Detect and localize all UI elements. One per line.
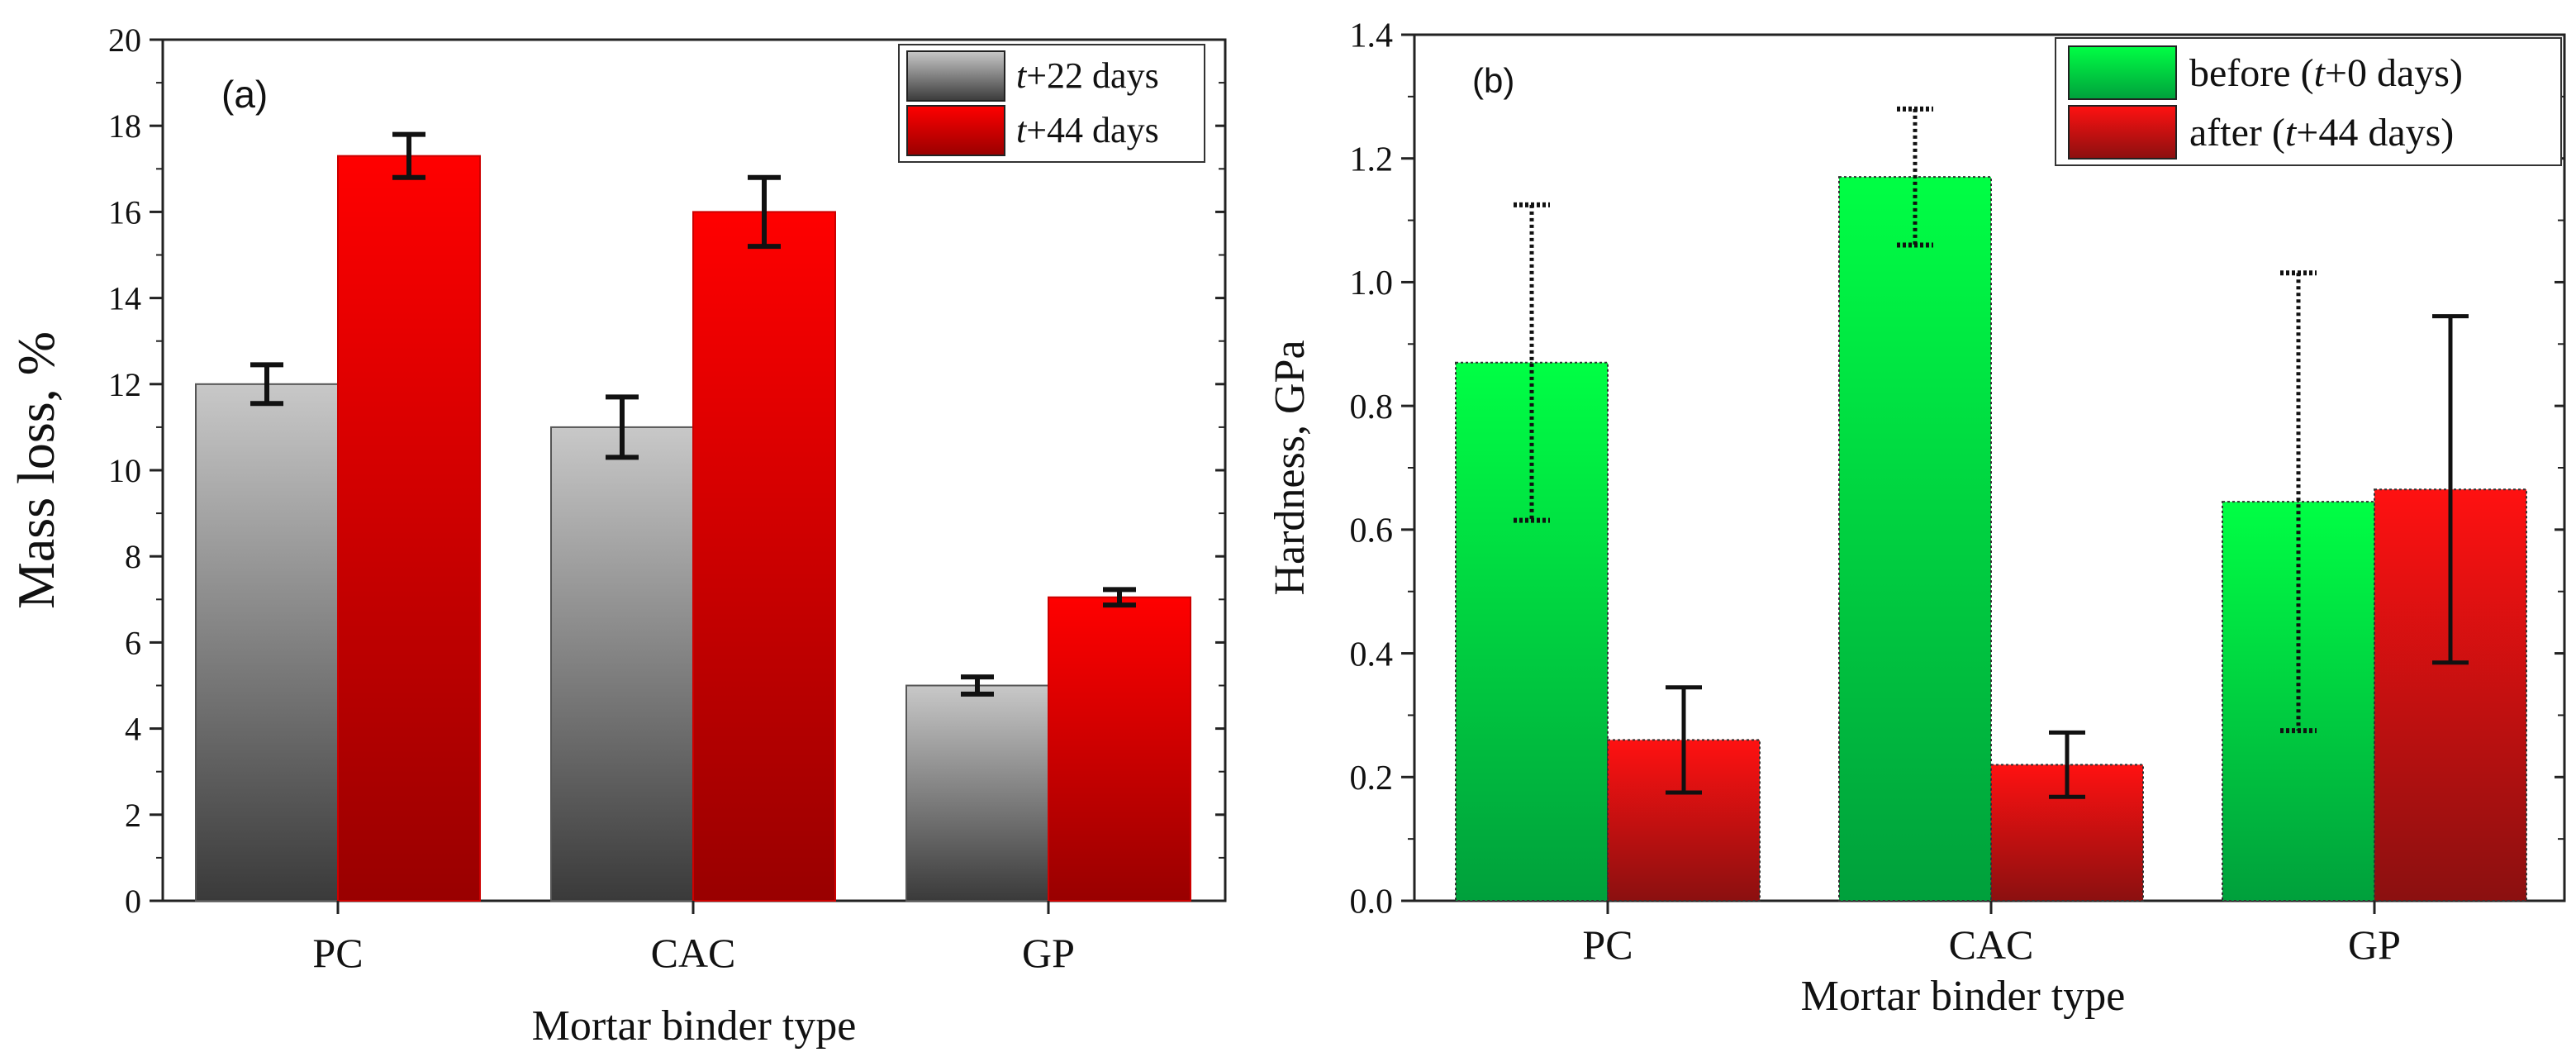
bar-cac-series-1	[550, 426, 694, 902]
panel-label-a: (a)	[221, 73, 268, 116]
error-bar-pc-series-1	[1514, 202, 1550, 523]
error-bar-cac-series-2	[748, 174, 781, 250]
legend-swatch-b-after	[2068, 105, 2177, 160]
y-tick-label: 1.0	[1350, 264, 1394, 302]
legend-swatch-a-22days	[906, 50, 1005, 102]
legend-label-a-44days: t+44 days	[1016, 110, 1159, 150]
legend-a: t+22 days t+44 days	[898, 44, 1205, 163]
error-bar-cac-series-1	[606, 394, 639, 460]
error-bars-a	[250, 131, 1136, 697]
bars-b	[1455, 176, 2527, 902]
x-tick-label-cac: CAC	[1949, 921, 2034, 968]
legend-swatch-b-before	[2068, 45, 2177, 100]
y-tick-label: 12	[108, 366, 141, 403]
bar-cac-series-1	[1838, 176, 1992, 902]
y-tick-label: 0.0	[1350, 883, 1394, 921]
bar-gp-series-1	[2222, 501, 2375, 902]
x-tick-label-pc: PC	[312, 930, 363, 976]
bar-gp-series-1	[905, 684, 1049, 902]
y-ticks-a: 0 2 4 6 8 10 12 14 16 18 20	[108, 21, 1225, 920]
x-axis-title-b: Mortar binder type	[1801, 973, 2126, 1020]
bars-a	[195, 155, 1191, 902]
y-tick-label: 20	[108, 21, 141, 59]
bar-gp-series-2	[1048, 596, 1191, 902]
bar-pc-series-1	[195, 383, 339, 902]
error-bar-cac-series-2	[2049, 730, 2085, 799]
x-ticks-b: PC CAC GP	[1582, 901, 2401, 968]
bar-pc-series-2	[337, 155, 481, 902]
x-tick-label-gp: GP	[1022, 930, 1075, 976]
legend-swatch-a-44days	[906, 105, 1005, 156]
panel-b: (b) Hardness, GPa Mortar binder type 0.0…	[1267, 17, 2566, 1020]
panel-a: (a) Mass loss, % Mortar binder type 0 2 4 6…	[7, 21, 1227, 1050]
error-bar-gp-series-1	[961, 674, 994, 697]
panel-label-b: (b)	[1472, 61, 1514, 100]
y-tick-label: 18	[108, 107, 141, 145]
y-tick-label: 16	[108, 193, 141, 231]
error-bar-pc-series-2	[1666, 685, 1702, 795]
legend-label-b-before: before (t+0 days)	[2189, 51, 2463, 95]
y-tick-label: 2	[125, 797, 141, 834]
y-tick-label: 0.4	[1350, 636, 1394, 674]
bar-cac-series-2	[692, 211, 836, 902]
error-bar-gp-series-1	[2280, 270, 2317, 734]
x-ticks-a: PC CAC GP	[312, 901, 1075, 976]
error-bar-pc-series-2	[392, 131, 425, 180]
legend-label-a-22days: t+22 days	[1016, 55, 1159, 96]
y-ticks-b: 0.0 0.2 0.4 0.6 0.8 1.0 1.2 1.4	[1350, 17, 2564, 921]
x-tick-label-cac: CAC	[651, 930, 736, 976]
y-tick-label: 8	[125, 538, 141, 575]
y-tick-label: 4	[125, 711, 141, 748]
y-tick-label: 1.2	[1350, 140, 1394, 179]
x-tick-label-gp: GP	[2348, 921, 2401, 968]
error-bars-b	[1514, 106, 2469, 799]
y-tick-label: 0	[125, 883, 141, 920]
error-bar-gp-series-2	[2432, 314, 2469, 665]
error-bar-pc-series-1	[250, 362, 283, 407]
y-tick-label: 10	[108, 452, 141, 489]
y-tick-label: 0.2	[1350, 759, 1394, 798]
y-axis-title-b: Hardness, GPa	[1267, 340, 1314, 595]
y-tick-label: 1.4	[1350, 17, 1394, 55]
legend-b: before (t+0 days) after (t+44 days)	[2055, 37, 2562, 166]
x-tick-label-pc: PC	[1582, 921, 1633, 968]
y-axis-title-a: Mass loss, %	[7, 331, 65, 609]
x-axis-title-a: Mortar binder type	[532, 1002, 857, 1050]
y-tick-label: 0.8	[1350, 388, 1394, 426]
y-tick-label: 6	[125, 624, 141, 661]
error-bar-cac-series-1	[1897, 106, 1933, 248]
error-bar-gp-series-2	[1103, 587, 1136, 608]
legend-label-b-after: after (t+44 days)	[2189, 111, 2454, 155]
y-tick-label: 0.6	[1350, 512, 1394, 550]
y-tick-label: 14	[108, 280, 141, 317]
